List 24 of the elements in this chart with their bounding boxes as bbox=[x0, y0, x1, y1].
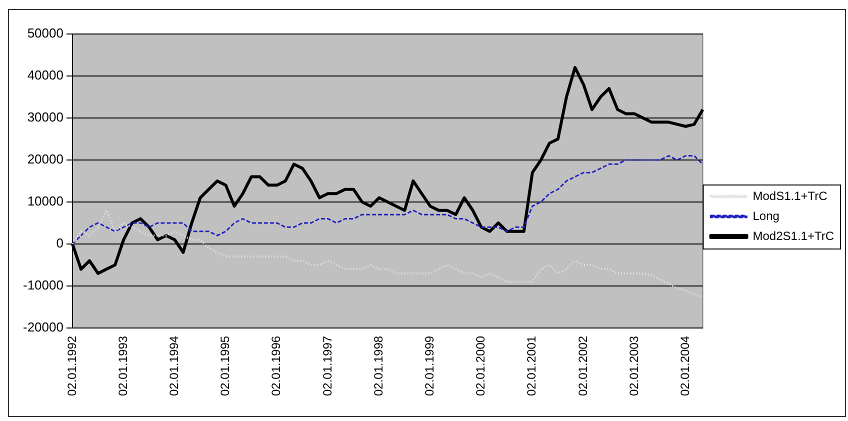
x-tick-label: 02.01.1992 bbox=[64, 336, 79, 396]
legend-label: ModS1.1+TrC bbox=[752, 188, 828, 203]
x-tick-label: 02.01.2001 bbox=[524, 336, 539, 396]
x-tick-label: 02.01.2003 bbox=[626, 336, 641, 396]
legend-label: Mod2S1.1+TrC bbox=[752, 228, 834, 243]
x-tick-label: 02.01.2002 bbox=[576, 336, 590, 396]
x-tick-label: 02.01.2004 bbox=[678, 336, 692, 396]
x-tick-label: 02.01.1996 bbox=[269, 336, 284, 396]
y-tick-label: 30000 bbox=[27, 110, 64, 125]
x-tick-label: 02.01.1998 bbox=[371, 336, 386, 396]
x-tick-label: 02.01.1994 bbox=[166, 336, 181, 396]
y-tick-label: 40000 bbox=[27, 68, 64, 83]
x-tick-label: 02.01.1995 bbox=[218, 336, 232, 396]
y-tick-label: -10000 bbox=[22, 278, 64, 293]
y-tick-label: 20000 bbox=[27, 152, 64, 167]
y-tick-label: 10000 bbox=[27, 194, 64, 209]
x-tick-label: 02.01.2000 bbox=[474, 336, 488, 396]
x-tick-label: 02.01.1999 bbox=[422, 336, 437, 396]
x-tick-label: 02.01.1993 bbox=[116, 336, 130, 396]
y-tick-label: 50000 bbox=[27, 26, 64, 41]
y-tick-label: -20000 bbox=[22, 320, 64, 335]
y-tick-label: 0 bbox=[56, 236, 64, 251]
legend-label: Long bbox=[752, 208, 780, 223]
x-tick-label: 02.01.1997 bbox=[320, 336, 334, 396]
